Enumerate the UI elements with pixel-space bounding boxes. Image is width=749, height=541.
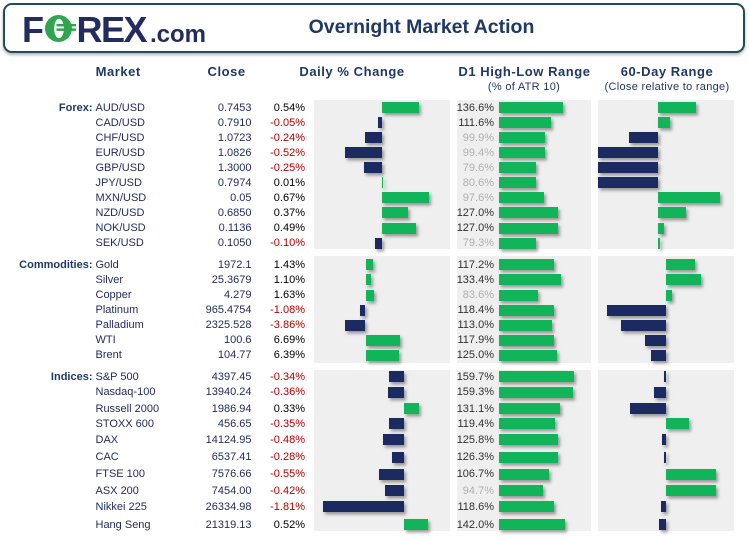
svg-text:.com: .com [150,21,206,47]
svg-text:F: F [22,9,44,47]
svg-text:REX: REX [77,9,148,47]
